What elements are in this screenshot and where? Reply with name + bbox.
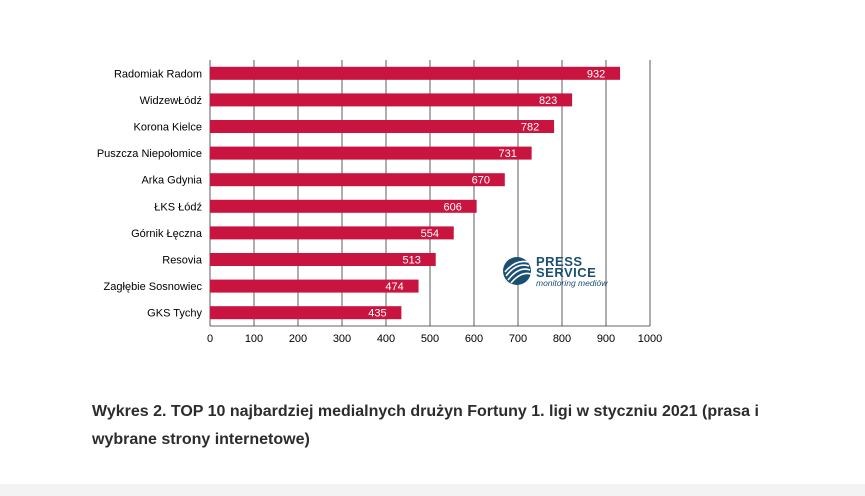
bar — [210, 120, 555, 133]
category-label: Korona Kielce — [134, 122, 203, 134]
category-label: ŁKS Łódź — [154, 201, 202, 213]
category-label: WidzewŁódź — [140, 95, 202, 107]
data-label: 670 — [472, 175, 490, 187]
data-label: 782 — [521, 122, 539, 134]
x-tick-label: 800 — [553, 333, 571, 345]
bar — [210, 93, 573, 107]
category-label: Arka Gdynia — [141, 175, 202, 187]
data-label: 554 — [421, 228, 439, 240]
bar — [210, 226, 454, 240]
data-label: 932 — [587, 68, 605, 80]
chart-caption: Wykres 2. TOP 10 najbardziej medialnych … — [92, 403, 759, 448]
data-label: 435 — [368, 308, 386, 320]
globe-icon — [503, 257, 532, 285]
category-label: Radomiak Radom — [114, 68, 202, 80]
x-tick-label: 300 — [333, 333, 351, 345]
x-tick-label: 200 — [289, 333, 307, 345]
bar — [210, 199, 477, 213]
bar — [210, 306, 402, 320]
x-tick-label: 600 — [465, 333, 483, 345]
x-tick-label: 100 — [245, 333, 263, 345]
x-tick-label: 700 — [509, 333, 527, 345]
bar — [210, 173, 505, 187]
category-label: Górnik Łęczna — [131, 228, 203, 240]
x-tick-label: 900 — [597, 333, 615, 345]
data-label: 823 — [539, 95, 557, 107]
logo-line-1: PRESS — [536, 254, 583, 269]
logo-tagline: monitoring mediów — [536, 278, 608, 288]
x-tick-label: 500 — [421, 333, 439, 345]
data-label: 606 — [443, 201, 461, 213]
logo-wordmark: PRESS SERVICE — [536, 254, 597, 280]
chart-svg: 0 100 200 300 400 500 600 700 800 900 1000 Radomiak… — [97, 60, 662, 345]
category-label: GKS Tychy — [147, 308, 202, 320]
press-service-logo: PRESS SERVICE monitoring mediów — [502, 254, 622, 288]
category-label: Resovia — [162, 255, 203, 267]
bar — [210, 66, 621, 80]
category-label: Zagłębie Sosnowiec — [104, 281, 203, 293]
bar — [210, 253, 436, 266]
category-label: Puszcza Niepołomice — [97, 148, 202, 160]
logo-line-2: SERVICE — [536, 265, 597, 280]
x-tick-label: 0 — [207, 333, 213, 345]
bar-chart: 0 100 200 300 400 500 600 700 800 900 1000 Radomiak… — [97, 60, 662, 345]
x-tick-label: 400 — [377, 333, 395, 345]
data-label: 474 — [385, 281, 403, 293]
data-label: 731 — [498, 148, 516, 160]
data-label: 513 — [403, 255, 421, 267]
footer-band — [0, 484, 865, 496]
bar — [210, 146, 532, 160]
x-tick-label: 1000 — [638, 333, 662, 345]
bar — [210, 279, 419, 293]
